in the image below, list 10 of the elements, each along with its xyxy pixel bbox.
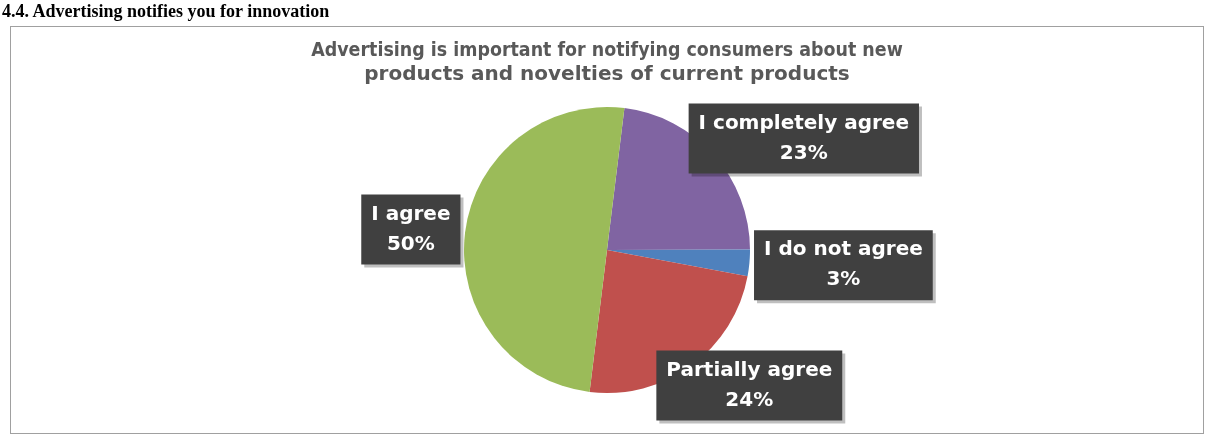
text: 4.4. Advertising notifies you for innovation	[2, 0, 330, 22]
slice-label: Partially agree	[666, 356, 833, 381]
data-label: 50%	[386, 230, 435, 255]
slice-label: I completely agree	[698, 109, 909, 134]
chart-title: Advertising is important for notifying consumers about new products and novelties of current products	[311, 38, 903, 86]
data-label: 24%	[725, 386, 774, 411]
data-label: 23%	[779, 139, 828, 164]
slice-label: I do not agree	[764, 236, 923, 261]
data-label: 3%	[826, 266, 861, 291]
slice-label: I agree	[371, 200, 451, 225]
